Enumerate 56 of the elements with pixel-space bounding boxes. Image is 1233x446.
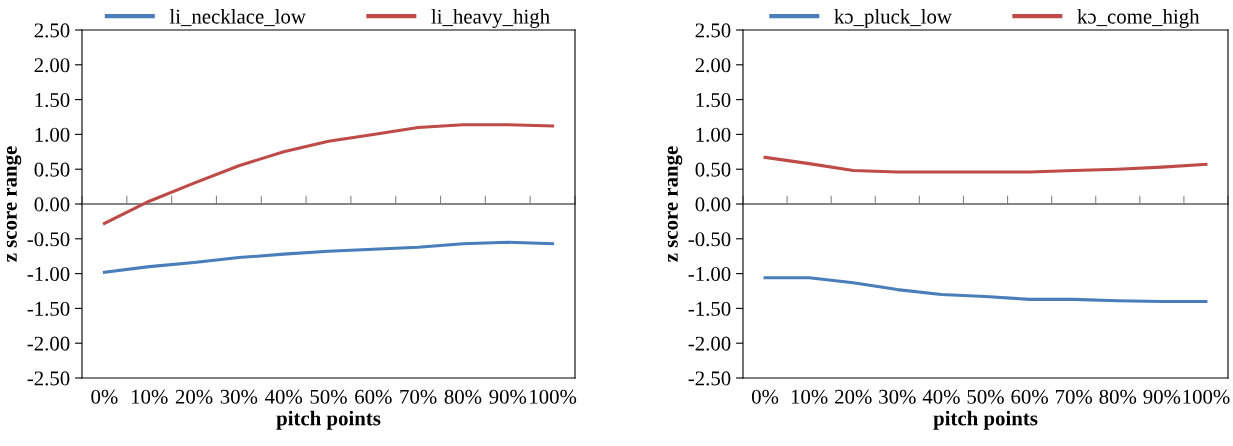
x-tick-label: 40% bbox=[922, 389, 960, 404]
x-tick-label: 50% bbox=[310, 389, 347, 404]
y-tick-label: -2.00 bbox=[688, 336, 731, 351]
x-tick-label: 50% bbox=[967, 389, 1004, 404]
x-tick-label: 30% bbox=[220, 389, 258, 404]
x-tick-label: 20% bbox=[175, 389, 213, 404]
x-tick-label: 0% bbox=[91, 389, 118, 404]
x-tick-label: 20% bbox=[835, 389, 872, 404]
x-tick-label: 80% bbox=[444, 389, 482, 404]
y-tick-label: 2.50 bbox=[34, 23, 70, 38]
y-tick-label: 2.50 bbox=[695, 23, 731, 38]
legend-label: kɔ_pluck_low bbox=[834, 8, 952, 28]
x-tick-label: 100% bbox=[530, 389, 577, 404]
x-tick-label: 60% bbox=[355, 389, 392, 404]
y-tick-label: 1.00 bbox=[35, 127, 70, 142]
y-tick-label: 2.00 bbox=[34, 58, 70, 73]
x-tick-label: 70% bbox=[400, 389, 437, 404]
y-tick-label: 0.50 bbox=[695, 162, 731, 177]
y-tick-label: 1.00 bbox=[696, 127, 731, 142]
y-tick-label: 1.50 bbox=[696, 92, 731, 108]
x-tick-label: 100% bbox=[1183, 389, 1230, 404]
x-tick-label: 60% bbox=[1011, 389, 1048, 404]
y-tick-label: 0.00 bbox=[695, 197, 731, 212]
x-tick-label: 90% bbox=[1143, 389, 1181, 404]
y-tick-label: 0.00 bbox=[34, 197, 70, 212]
x-tick-label: 70% bbox=[1055, 389, 1093, 404]
y-tick-label: -2.00 bbox=[27, 336, 70, 351]
x-tick-label: 30% bbox=[879, 389, 916, 404]
x-axis-title: pitch points bbox=[276, 410, 381, 430]
y-tick-label: -1.00 bbox=[688, 266, 731, 282]
y-axis-title: z score range bbox=[666, 146, 683, 262]
x-tick-label: 90% bbox=[489, 389, 527, 404]
y-tick-label: -1.50 bbox=[688, 301, 731, 316]
line-series bbox=[102, 123, 555, 226]
y-tick-label: -1.50 bbox=[27, 301, 70, 316]
y-axis-title: z score range bbox=[5, 146, 22, 262]
x-tick-label: 80% bbox=[1099, 389, 1137, 404]
line-series bbox=[763, 155, 1208, 174]
x-tick-label: 0% bbox=[751, 389, 779, 404]
legend-label: kɔ_come_high bbox=[1077, 8, 1200, 28]
legend-label: li_heavy_high bbox=[431, 8, 550, 28]
y-tick-label: -2.50 bbox=[27, 371, 70, 386]
y-tick-label: 1.50 bbox=[35, 92, 70, 108]
x-axis-title: pitch points bbox=[933, 410, 1038, 430]
legend-label: li_necklace_low bbox=[169, 8, 306, 27]
y-tick-label: 0.50 bbox=[34, 162, 70, 177]
y-tick-label: -0.50 bbox=[688, 232, 731, 247]
x-tick-label: 10% bbox=[131, 389, 168, 404]
x-tick-label: 10% bbox=[791, 389, 828, 404]
line-series bbox=[102, 240, 555, 274]
y-tick-label: -0.50 bbox=[27, 232, 70, 247]
y-tick-label: -1.00 bbox=[27, 266, 70, 282]
line-series bbox=[763, 276, 1208, 303]
x-tick-label: 40% bbox=[265, 389, 303, 404]
y-tick-label: -2.50 bbox=[688, 371, 731, 386]
y-tick-label: 2.00 bbox=[695, 58, 731, 73]
